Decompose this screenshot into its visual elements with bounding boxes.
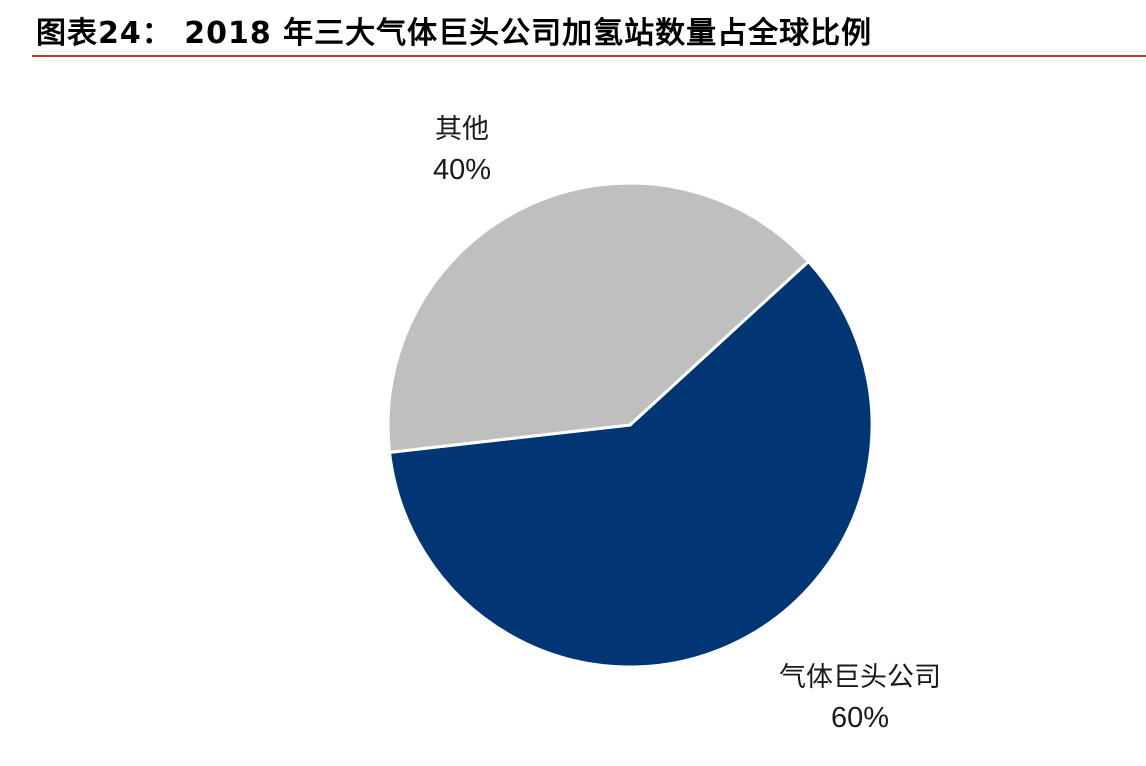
title-divider [32, 55, 1146, 57]
pie-chart-area: 其他 40% 气体巨头公司 60% [0, 60, 1146, 766]
pie-slice-gas-giants [388, 260, 874, 669]
pie-chart [386, 181, 874, 669]
figure-title: 图表24： 2018 年三大气体巨头公司加氢站数量占全球比例 [36, 16, 873, 51]
slice-label-other-name: 其他 [435, 114, 489, 145]
slice-label-gas-giants: 气体巨头公司 60% [755, 658, 965, 738]
slice-label-gas-giants-name: 气体巨头公司 [779, 662, 941, 693]
figure-header: 图表24： 2018 年三大气体巨头公司加氢站数量占全球比例 [0, 0, 1146, 58]
slice-label-other-value: 40% [432, 154, 492, 186]
slice-label-gas-giants-value: 60% [830, 702, 890, 734]
pie-slice-other [386, 181, 810, 454]
slice-label-other: 其他 40% [392, 110, 532, 190]
